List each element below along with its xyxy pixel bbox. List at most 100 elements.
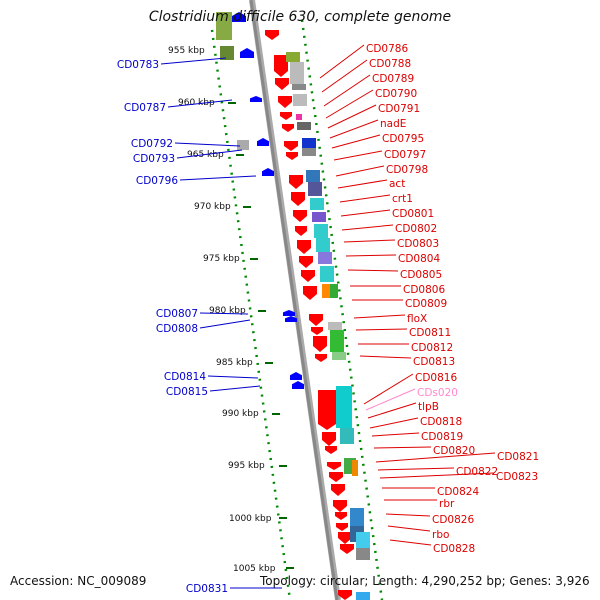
reverse-gene-arrow [232, 12, 246, 22]
gene-leader-line [377, 467, 455, 471]
gene-label-cd0803: CD0803 [397, 238, 439, 250]
gene-leader-line [207, 375, 259, 379]
feature-box [316, 238, 330, 252]
feature-box [308, 182, 322, 196]
gene-leader-line [363, 373, 414, 405]
gene-label-rbo: rbo [432, 529, 449, 541]
gene-label-cd0823: CD0823 [496, 471, 538, 483]
feature-box [292, 84, 306, 90]
gene-leader-line [319, 44, 365, 79]
gene-label-cd0821: CD0821 [497, 451, 539, 463]
gene-leader-line [343, 239, 396, 243]
gene-label-cd0788: CD0788 [369, 58, 411, 70]
gene-leader-line [325, 89, 374, 119]
reverse-gene-arrow [292, 381, 304, 389]
gene-label-cd0811: CD0811 [409, 327, 451, 339]
forward-gene-arrow [309, 314, 323, 326]
forward-gene-arrow [315, 354, 327, 362]
scale-tick-label: 975 kbp [203, 254, 240, 264]
gene-label-cd0790: CD0790 [375, 88, 417, 100]
gene-leader-line [337, 179, 388, 189]
gene-leader-line [389, 539, 432, 546]
gene-label-cd0801: CD0801 [392, 208, 434, 220]
forward-gene-arrow [278, 96, 292, 108]
scale-tick-label: 960 kbp [178, 98, 215, 108]
feature-box [312, 212, 326, 222]
forward-gene-arrow [338, 532, 352, 544]
gene-leader-line [335, 165, 385, 177]
gene-label-cd0805: CD0805 [400, 269, 442, 281]
feature-box [295, 106, 307, 110]
gene-leader-line [176, 149, 243, 159]
scale-tick-label: 955 kbp [168, 46, 205, 56]
gene-label-cd0807: CD0807 [156, 308, 198, 320]
gene-label-cd0786: CD0786 [366, 43, 408, 55]
forward-gene-arrow [325, 446, 337, 454]
gene-label-cd0793: CD0793 [133, 153, 175, 165]
feature-box [356, 548, 370, 560]
reverse-gene-arrow [257, 138, 269, 146]
gene-leader-line [353, 314, 406, 319]
gene-leader-line [209, 385, 261, 392]
feature-box [322, 284, 332, 298]
gene-leader-line [365, 388, 416, 411]
forward-gene-arrow [338, 590, 352, 600]
gene-label-cd0824: CD0824 [437, 486, 479, 498]
gene-leader-line [199, 319, 251, 329]
forward-gene-arrow [293, 210, 307, 222]
gene-leader-line [345, 254, 397, 257]
gene-leader-line [341, 224, 394, 231]
scale-tick-label: 970 kbp [194, 202, 231, 212]
gene-label-cd0789: CD0789 [372, 73, 414, 85]
gene-label-cd0813: CD0813 [413, 356, 455, 368]
gene-leader-line [385, 513, 431, 517]
gene-leader-line [369, 417, 419, 429]
feature-box [332, 352, 346, 360]
gene-leader-line [160, 57, 227, 65]
reverse-gene-arrow [240, 48, 254, 58]
forward-gene-arrow [280, 112, 292, 120]
feature-box [302, 148, 316, 156]
gene-label-cd0812: CD0812 [411, 342, 453, 354]
gene-label-rbr: rbr [439, 498, 455, 510]
forward-gene-arrow [333, 500, 347, 512]
feature-box [328, 322, 342, 330]
gene-label-cd0792: CD0792 [131, 138, 173, 150]
feature-box [293, 94, 307, 106]
gene-leader-line [375, 452, 496, 463]
gene-leader-line [333, 150, 383, 161]
gene-leader-line [339, 194, 391, 203]
feature-box [290, 62, 304, 84]
feature-box [297, 122, 311, 130]
gene-label-cd0818: CD0818 [420, 416, 462, 428]
gene-label-cd0819: CD0819 [421, 431, 463, 443]
forward-gene-arrow [336, 523, 348, 531]
scale-dotted-line-right [300, 19, 384, 600]
forward-gene-arrow [265, 30, 279, 40]
gene-label-cd0816: CD0816 [415, 372, 457, 384]
reverse-gene-arrow [283, 310, 295, 316]
forward-gene-arrow [335, 512, 347, 520]
gene-label-cd0808: CD0808 [156, 323, 198, 335]
gene-label-cd0814: CD0814 [164, 371, 206, 383]
forward-gene-arrow [322, 432, 336, 446]
gene-label-cd0822: CD0822 [456, 466, 498, 478]
forward-gene-arrow [311, 327, 323, 335]
feature-box [320, 266, 334, 282]
forward-gene-arrow [297, 240, 311, 254]
feature-box [330, 284, 338, 298]
feature-box [296, 114, 302, 120]
forward-gene-arrow [327, 462, 341, 470]
gene-leader-line [371, 432, 420, 437]
scale-tick-label: 980 kbp [209, 306, 246, 316]
scale-tick-label: 995 kbp [228, 461, 265, 471]
forward-gene-arrow [331, 484, 345, 496]
gene-label-cd0806: CD0806 [403, 284, 445, 296]
scale-tick-label: 965 kbp [187, 150, 224, 160]
forward-gene-arrow [284, 141, 298, 151]
gene-label-flox: floX [407, 313, 427, 325]
forward-gene-arrow [318, 390, 336, 430]
accession-text: Accession: NC_009089 [10, 574, 147, 588]
gene-leader-line [321, 59, 368, 93]
